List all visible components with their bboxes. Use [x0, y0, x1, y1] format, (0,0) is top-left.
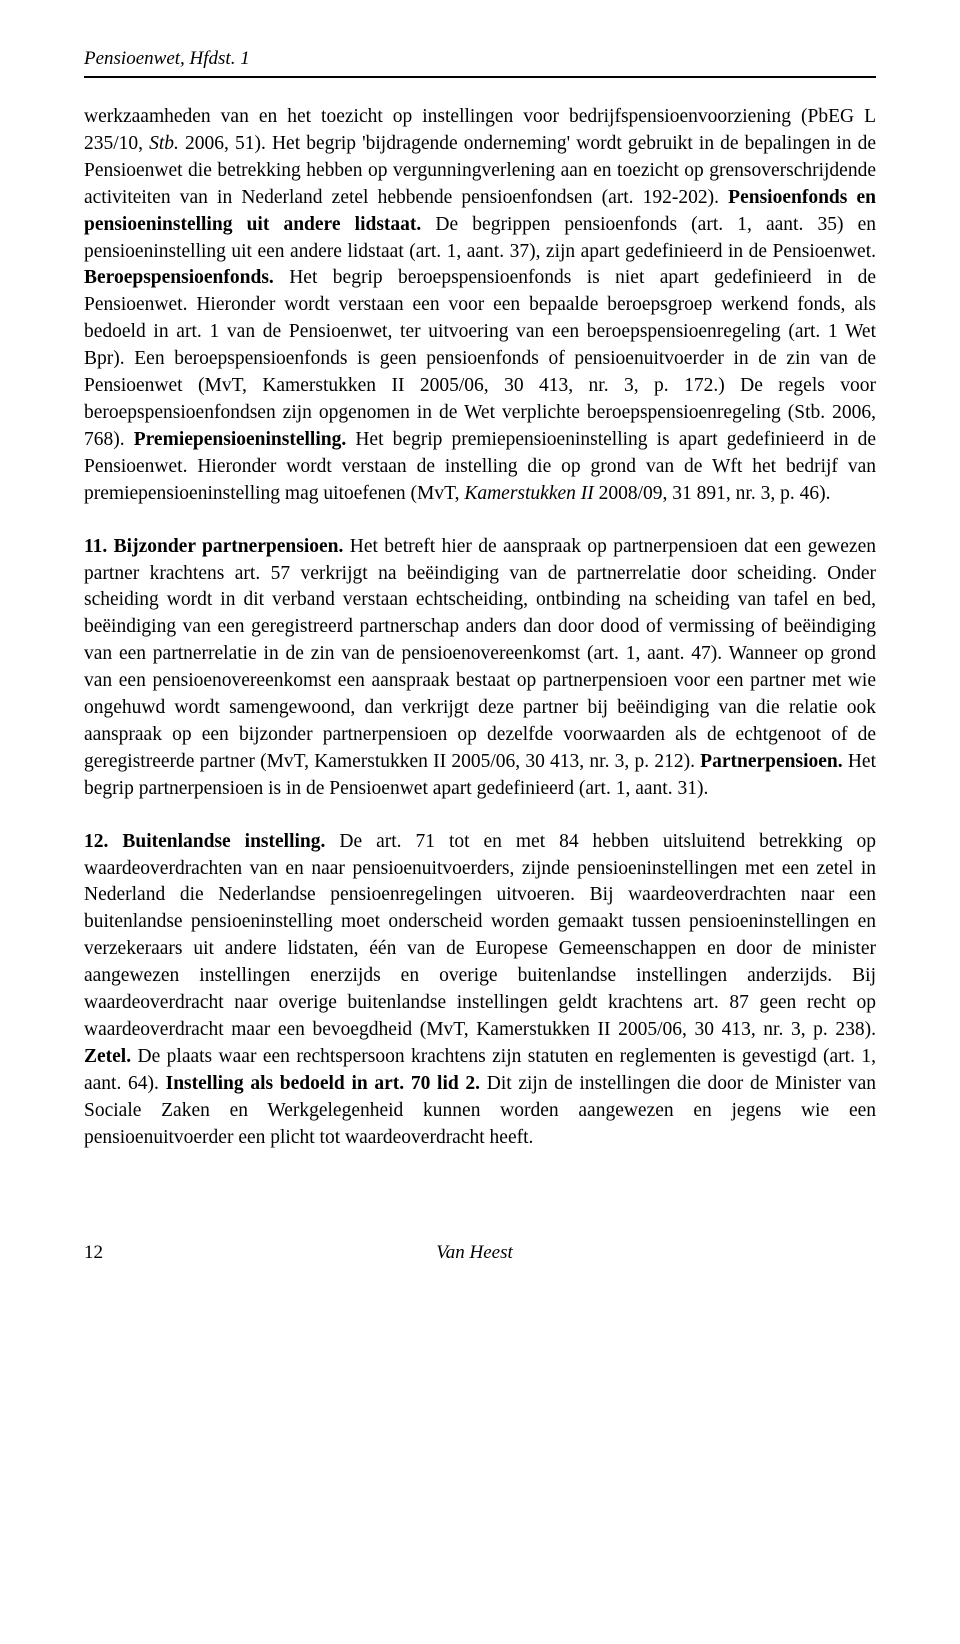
p1-run: Het begrip beroepspensioenfonds is niet … [84, 267, 876, 449]
paragraph-1: werkzaamheden van en het toezicht op ins… [84, 104, 876, 508]
running-header: Pensioenwet, Hfdst. 1 [84, 48, 876, 78]
p1-italic-stb: Stb. [149, 133, 179, 154]
document-page: Pensioenwet, Hfdst. 1 werkzaamheden van … [0, 0, 960, 1644]
page-number: 12 [84, 1242, 103, 1264]
p2-heading-bijzonder-partnerpensioen: 11. Bijzonder partnerpensioen. [84, 536, 343, 557]
p3-heading-instelling-art70: Instelling als bedoeld in art. 70 lid 2. [166, 1073, 480, 1094]
footer-spacer [846, 1242, 876, 1264]
p1-run: 2008/09, 31 891, nr. 3, p. 46). [594, 483, 831, 504]
p2-run: Het betreft hier de aanspraak op partner… [84, 536, 876, 772]
paragraph-3: 12. Buitenlandse instelling. De art. 71 … [84, 829, 876, 1152]
page-footer: 12 Van Heest [84, 1242, 876, 1264]
paragraph-2: 11. Bijzonder partnerpensioen. Het betre… [84, 534, 876, 803]
p1-heading-beroepspensioenfonds: Beroepspensioenfonds. [84, 267, 274, 288]
footer-author: Van Heest [436, 1242, 513, 1264]
header-title: Pensioenwet, Hfdst. 1 [84, 48, 250, 69]
p1-heading-premiepensioen: Premiepensioeninstelling. [134, 429, 347, 450]
p3-heading-buitenlandse-instelling: 12. Buitenlandse instelling. [84, 831, 325, 852]
p3-run: De art. 71 tot en met 84 hebben uitsluit… [84, 831, 876, 1040]
body-text: werkzaamheden van en het toezicht op ins… [84, 104, 876, 1152]
p1-italic-kamerstukken: Kamerstukken II [464, 483, 593, 504]
p3-heading-zetel: Zetel. [84, 1046, 131, 1067]
p2-heading-partnerpensioen: Partnerpensioen. [700, 751, 842, 772]
